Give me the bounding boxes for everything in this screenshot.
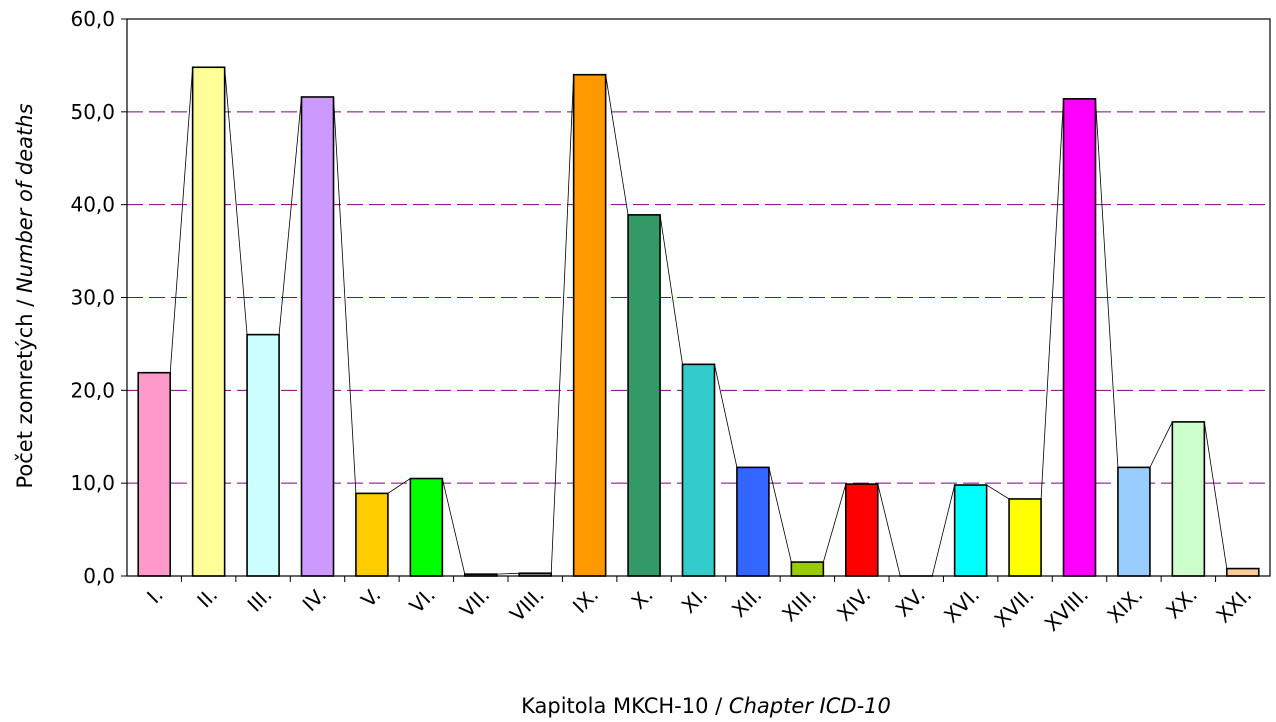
y-tick-label: 30,0 [70, 286, 115, 310]
bar [681, 363, 716, 577]
bar [1117, 466, 1151, 577]
x-tick-label: VI. [405, 583, 440, 618]
x-tick-label: XIX. [1102, 583, 1147, 628]
x-tick-label: VIII. [505, 583, 549, 627]
y-tick-labels: 0,0 10,0 20,0 30,0 40,0 50,0 60,0 [70, 7, 115, 588]
plot-frame [126, 18, 1271, 577]
series-connector [138, 66, 1259, 577]
bar [1062, 98, 1097, 577]
x-tick-label: XIII. [777, 583, 821, 627]
x-tick-label: II. [192, 583, 222, 613]
x-tick-label: III. [243, 583, 277, 617]
x-tick-label: IX. [568, 583, 603, 618]
y-tick-label: 50,0 [70, 100, 115, 124]
bar [246, 333, 280, 577]
x-tick-label: V. [356, 583, 385, 612]
x-axis-title: Kapitola MKCH-10 / Chapter ICD-10 [521, 694, 891, 718]
y-tick-label: 20,0 [70, 378, 115, 402]
bar [790, 561, 825, 577]
bar [1171, 421, 1206, 577]
connector-line [138, 66, 1259, 577]
x-tick-label: XV. [891, 583, 930, 622]
bar [1225, 567, 1260, 577]
bar [1008, 498, 1042, 577]
bars [137, 66, 1260, 577]
bar [627, 214, 661, 577]
bar [355, 492, 389, 577]
x-tick-label: X. [626, 583, 657, 614]
axes [121, 18, 1271, 582]
x-tick-label: XI. [677, 583, 712, 618]
x-tick-label: XVIII. [1040, 583, 1093, 636]
x-tick-label: IV. [298, 583, 331, 616]
x-tick-label: XXI. [1211, 583, 1256, 628]
x-tick-labels: I. II. III. IV. V. VI. VII. VIII. IX. X. XI. XII. XI… [142, 583, 1256, 636]
bar [191, 66, 226, 577]
bar [572, 73, 607, 577]
x-tick-label: XVI. [939, 583, 984, 628]
x-tick-label: VII. [455, 583, 494, 622]
y-tick-label: 10,0 [70, 471, 115, 495]
x-tick-label: XIV. [832, 583, 875, 626]
x-tick-label: I. [142, 583, 168, 609]
bar [953, 484, 988, 577]
bar [409, 477, 444, 577]
y-axis-title: Počet zomretých / Number of deaths [13, 103, 37, 488]
x-tick-label: XX. [1161, 583, 1202, 624]
bar [736, 466, 770, 577]
y-tick-label: 60,0 [70, 7, 115, 31]
bar [137, 371, 172, 577]
bar [844, 483, 879, 577]
bar [300, 96, 335, 577]
y-tick-label: 40,0 [70, 193, 115, 217]
x-tick-label: XVII. [989, 583, 1038, 632]
x-tick-label: XII. [727, 583, 766, 622]
y-tick-label: 0,0 [83, 564, 115, 588]
